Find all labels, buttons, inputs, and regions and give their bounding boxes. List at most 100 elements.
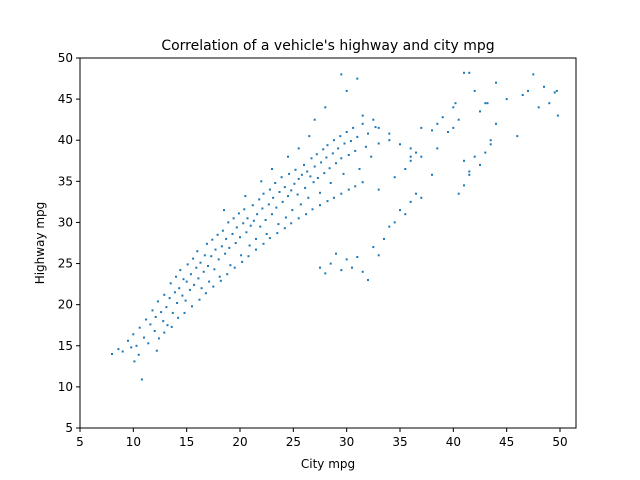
y-tick-label: 35 xyxy=(58,174,73,188)
data-point xyxy=(256,213,259,216)
data-point xyxy=(259,225,262,228)
data-point xyxy=(163,331,166,334)
data-point xyxy=(183,311,186,314)
data-point xyxy=(409,155,412,158)
x-tick-label: 45 xyxy=(499,435,514,449)
data-point xyxy=(404,213,407,216)
data-point xyxy=(347,154,350,156)
data-point xyxy=(484,151,487,154)
data-point xyxy=(420,196,423,199)
points-layer xyxy=(111,71,559,381)
data-point xyxy=(252,219,255,222)
data-point xyxy=(268,188,271,191)
data-point xyxy=(358,168,361,170)
data-point xyxy=(283,186,286,189)
data-point xyxy=(171,311,174,314)
data-point xyxy=(468,170,471,173)
data-point xyxy=(184,299,187,302)
data-point xyxy=(319,204,321,207)
data-point xyxy=(166,324,169,327)
data-point xyxy=(276,232,279,235)
data-point xyxy=(329,262,332,265)
data-point xyxy=(268,237,271,240)
data-point xyxy=(262,242,265,245)
y-tick-label: 5 xyxy=(65,421,73,435)
data-point xyxy=(452,106,455,109)
data-point xyxy=(323,172,326,175)
data-point xyxy=(335,162,337,165)
data-point xyxy=(377,126,380,129)
data-point xyxy=(288,172,291,175)
data-point xyxy=(151,309,154,312)
data-point xyxy=(479,163,481,166)
y-tick-label: 25 xyxy=(58,257,73,271)
data-point xyxy=(415,151,417,154)
data-point xyxy=(313,165,316,168)
data-point xyxy=(431,129,433,132)
data-point xyxy=(489,143,492,146)
data-point xyxy=(377,254,380,257)
data-point xyxy=(165,306,168,309)
data-point xyxy=(383,237,385,240)
data-point xyxy=(237,212,240,215)
data-point xyxy=(331,152,334,155)
data-point xyxy=(326,144,329,147)
data-point xyxy=(343,142,346,145)
data-point xyxy=(356,135,359,138)
data-point xyxy=(188,288,191,291)
data-point xyxy=(156,300,159,303)
data-point xyxy=(154,316,157,318)
data-point xyxy=(486,102,489,105)
data-point xyxy=(473,89,476,92)
data-point xyxy=(296,193,299,196)
y-tick-label: 15 xyxy=(58,339,73,353)
data-point xyxy=(278,191,281,193)
data-point xyxy=(199,261,202,264)
data-point xyxy=(436,122,439,125)
data-point xyxy=(203,254,206,257)
data-point xyxy=(345,131,348,133)
data-point xyxy=(202,270,205,273)
data-point xyxy=(447,131,449,133)
data-point xyxy=(255,248,257,251)
data-point xyxy=(234,242,237,244)
data-point xyxy=(399,209,401,212)
data-point xyxy=(393,176,396,179)
data-point xyxy=(176,302,179,304)
data-point xyxy=(463,159,465,162)
axes-frame xyxy=(79,57,577,429)
data-point xyxy=(325,156,328,159)
data-point xyxy=(229,264,232,267)
data-point xyxy=(315,153,318,156)
data-point xyxy=(293,182,296,185)
data-point xyxy=(495,122,497,125)
data-point xyxy=(352,126,355,129)
data-point xyxy=(457,118,460,121)
data-point xyxy=(354,185,357,188)
data-point xyxy=(399,143,401,146)
data-point xyxy=(127,339,129,342)
y-tick-label: 50 xyxy=(58,51,73,65)
data-point xyxy=(216,233,219,236)
data-point xyxy=(208,280,211,283)
data-point xyxy=(111,353,113,355)
data-point xyxy=(484,102,487,105)
data-point xyxy=(364,145,367,148)
data-point xyxy=(319,191,321,194)
data-point xyxy=(310,157,313,160)
data-point xyxy=(340,157,343,160)
data-point xyxy=(473,155,476,158)
data-point xyxy=(211,238,214,241)
data-point xyxy=(224,252,227,255)
data-point xyxy=(189,273,192,276)
data-point xyxy=(320,161,323,164)
data-point xyxy=(409,200,412,203)
data-point xyxy=(370,155,373,158)
data-point xyxy=(244,195,247,198)
data-point xyxy=(291,209,294,212)
data-point xyxy=(179,269,182,272)
data-point xyxy=(218,275,221,278)
data-point xyxy=(297,177,300,180)
data-point xyxy=(231,233,234,235)
data-point xyxy=(182,278,185,281)
